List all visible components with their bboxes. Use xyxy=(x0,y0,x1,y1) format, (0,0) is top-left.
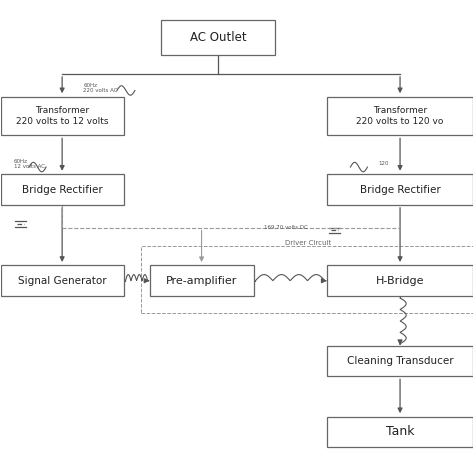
Text: Bridge Rectifier: Bridge Rectifier xyxy=(22,184,102,194)
Text: 169.70 volts DC: 169.70 volts DC xyxy=(264,225,308,230)
FancyBboxPatch shape xyxy=(150,265,254,296)
Text: Transformer
220 volts to 120 vo: Transformer 220 volts to 120 vo xyxy=(356,106,444,126)
Text: Cleaning Transducer: Cleaning Transducer xyxy=(347,356,453,366)
FancyBboxPatch shape xyxy=(161,19,275,55)
Text: H-Bridge: H-Bridge xyxy=(376,276,424,286)
Text: 12 volts AC: 12 volts AC xyxy=(14,164,45,169)
Text: Signal Generator: Signal Generator xyxy=(18,276,107,286)
Text: Tank: Tank xyxy=(386,426,414,438)
Text: 120: 120 xyxy=(379,161,389,166)
FancyBboxPatch shape xyxy=(0,174,124,205)
Text: 60Hz: 60Hz xyxy=(14,159,28,164)
Text: 60Hz: 60Hz xyxy=(83,83,97,88)
FancyBboxPatch shape xyxy=(327,97,474,136)
FancyBboxPatch shape xyxy=(0,97,124,136)
Text: Pre-amplifier: Pre-amplifier xyxy=(166,276,237,286)
FancyBboxPatch shape xyxy=(327,174,474,205)
Text: Driver Circuit: Driver Circuit xyxy=(285,240,331,246)
Text: Transformer
220 volts to 12 volts: Transformer 220 volts to 12 volts xyxy=(16,106,109,126)
FancyBboxPatch shape xyxy=(0,265,124,296)
Text: 220 volts AC: 220 volts AC xyxy=(83,88,118,93)
Text: AC Outlet: AC Outlet xyxy=(190,31,246,44)
FancyBboxPatch shape xyxy=(327,265,474,296)
FancyBboxPatch shape xyxy=(327,417,474,447)
Text: Bridge Rectifier: Bridge Rectifier xyxy=(360,184,440,194)
FancyBboxPatch shape xyxy=(327,346,474,376)
